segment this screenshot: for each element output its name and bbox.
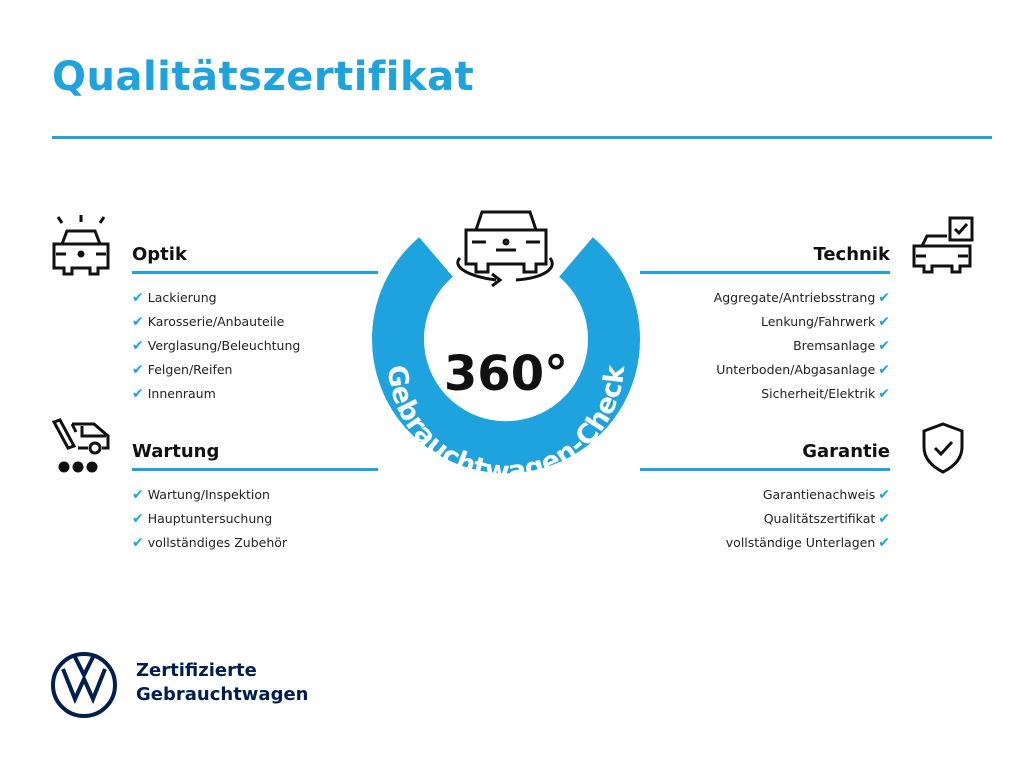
service-van-icon <box>51 418 110 473</box>
check-icon: ✔ <box>878 314 890 330</box>
item-label: Verglasung/Beleuchtung <box>147 338 301 353</box>
section-title-wartung: Wartung <box>132 441 220 462</box>
checklist-item: ✔ vollständiges Zubehör <box>132 531 378 555</box>
check-icon: ✔ <box>878 290 890 306</box>
check-icon: ✔ <box>878 362 890 378</box>
item-label: vollständiges Zubehör <box>147 535 288 550</box>
check-icon: ✔ <box>132 511 144 527</box>
car-checkbox-icon <box>912 216 974 274</box>
item-label: Qualitätszertifikat <box>763 511 876 526</box>
check-icon: ✔ <box>132 487 144 503</box>
check-icon: ✔ <box>132 535 144 551</box>
item-label: Felgen/Reifen <box>147 362 233 377</box>
checklist-item: Lenkung/Fahrwerk ✔ <box>640 310 890 334</box>
vw-logo <box>51 652 117 718</box>
garantie-list: Garantienachweis ✔ Qualitätszertifikat ✔ vol… <box>640 483 890 555</box>
item-label: Lenkung/Fahrwerk <box>761 314 876 329</box>
item-label: Garantienachweis <box>762 487 876 502</box>
car-spotlight-icon <box>52 215 110 276</box>
item-label: Lackierung <box>147 290 217 305</box>
item-label: Wartung/Inspektion <box>147 487 270 502</box>
item-label: Bremsanlage <box>793 338 876 353</box>
item-label: Unterboden/Abgasanlage <box>716 362 876 377</box>
check-icon: ✔ <box>878 535 890 551</box>
section-line <box>640 468 890 471</box>
checklist-item: Qualitätszertifikat ✔ <box>640 507 890 531</box>
brand-line2: Gebrauchtwagen <box>136 684 309 705</box>
check-icon: ✔ <box>132 362 144 378</box>
checklist-item: Unterboden/Abgasanlage ✔ <box>640 358 890 382</box>
checklist-item: Bremsanlage ✔ <box>640 334 890 358</box>
ring <box>372 237 640 474</box>
check-icon: ✔ <box>878 386 890 402</box>
optik-list: ✔ Lackierung ✔ Karosserie/Anbauteile ✔ Vergla… <box>132 286 378 406</box>
item-label: Karosserie/Anbauteile <box>147 314 285 329</box>
checklist-item: ✔ Lackierung <box>132 286 378 310</box>
checklist-item: ✔ Hauptuntersuchung <box>132 507 378 531</box>
check-icon: ✔ <box>132 314 144 330</box>
360-check-badge: Gebrauchtwagen-Check 360° <box>372 210 640 488</box>
section-title-technik: Technik <box>813 244 890 265</box>
car-rotate-icon <box>456 210 554 288</box>
check-icon: ✔ <box>878 487 890 503</box>
check-icon: ✔ <box>878 511 890 527</box>
checklist-item: Garantienachweis ✔ <box>640 483 890 507</box>
section-line <box>132 468 378 471</box>
section-title-optik: Optik <box>132 244 187 265</box>
checklist-item: Aggregate/Antriebsstrang ✔ <box>640 286 890 310</box>
360-label: 360° <box>444 346 568 402</box>
section-line <box>132 271 378 274</box>
item-label: Sicherheit/Elektrik <box>761 386 876 401</box>
item-label: Hauptuntersuchung <box>147 511 273 526</box>
checklist-item: ✔ Karosserie/Anbauteile <box>132 310 378 334</box>
check-icon: ✔ <box>132 386 144 402</box>
divider <box>52 136 992 139</box>
check-icon: ✔ <box>878 338 890 354</box>
checklist-item: Sicherheit/Elektrik ✔ <box>640 382 890 406</box>
checklist-item: ✔ Innenraum <box>132 382 378 406</box>
item-label: Aggregate/Antriebsstrang <box>713 290 876 305</box>
checklist-item: ✔ Felgen/Reifen <box>132 358 378 382</box>
check-icon: ✔ <box>132 338 144 354</box>
checklist-item: vollständige Unterlagen ✔ <box>640 531 890 555</box>
checklist-item: ✔ Wartung/Inspektion <box>132 483 378 507</box>
technik-list: Aggregate/Antriebsstrang ✔ Lenkung/Fahrwer… <box>640 286 890 406</box>
page-title: Qualitätszertifikat <box>52 54 475 100</box>
item-label: Innenraum <box>147 386 216 401</box>
check-icon: ✔ <box>132 290 144 306</box>
section-line <box>640 271 890 274</box>
brand-line1: Zertifizierte <box>136 660 257 681</box>
wartung-list: ✔ Wartung/Inspektion ✔ Hauptuntersuchung ✔ vo… <box>132 483 378 555</box>
item-label: vollständige Unterlagen <box>725 535 876 550</box>
section-title-garantie: Garantie <box>802 441 890 462</box>
checklist-item: ✔ Verglasung/Beleuchtung <box>132 334 378 358</box>
shield-check-icon <box>922 422 964 474</box>
